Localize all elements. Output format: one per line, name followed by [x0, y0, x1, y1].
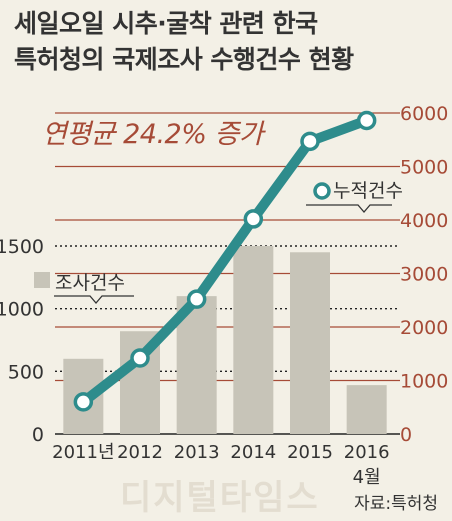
bar-legend-swatch — [34, 272, 50, 288]
growth-annotation: 연평균 24.2% 증가 — [42, 119, 264, 150]
line-point — [130, 348, 150, 368]
right-tick-label: 0 — [400, 424, 412, 446]
chart-title: 세일오일 시추·굴착 관련 한국 특허청의 국제조사 수행건수 현황 — [14, 6, 444, 78]
line-series — [73, 110, 377, 412]
x-tick-label: 2013 — [174, 442, 220, 463]
line-point — [186, 289, 207, 309]
right-tick-label: 6000 — [400, 103, 448, 125]
x-tick-label: 2016 — [344, 442, 390, 463]
source-label: 자료:특허청 — [354, 494, 438, 514]
line-point — [300, 131, 320, 152]
line-legend-marker — [313, 182, 331, 200]
bar — [233, 246, 274, 434]
x-tick-label: 2015 — [287, 442, 333, 463]
bar-legend-label: 조사건수 — [55, 272, 125, 294]
right-tick-label: 3000 — [400, 264, 448, 286]
bar — [290, 252, 330, 434]
line-point — [356, 110, 377, 131]
gridlines — [55, 112, 400, 435]
right-tick-label: 5000 — [400, 157, 448, 179]
x-tick-sublabel: 4월 — [353, 467, 381, 488]
x-tick-label: 2014 — [230, 442, 276, 463]
line-legend-label: 누적건수 — [333, 180, 403, 202]
left-tick-label: 1500 — [0, 236, 44, 258]
left-tick-label: 500 — [8, 361, 44, 383]
bar — [346, 385, 387, 434]
left-axis: 0 500 1000 1500 — [0, 236, 44, 446]
right-tick-label: 4000 — [400, 210, 448, 232]
title-line-1: 세일오일 시추·굴착 관련 한국 — [14, 9, 318, 38]
x-tick-label: 2012 — [117, 442, 163, 463]
line-point — [243, 209, 264, 229]
legends: 조사건수 누적건수 — [34, 180, 403, 304]
right-tick-label: 1000 — [400, 371, 448, 393]
x-tick-label: 2011년 — [52, 442, 114, 463]
right-tick-label: 2000 — [400, 317, 448, 339]
cumulative-line — [78, 115, 372, 407]
line-legend-leader — [306, 204, 392, 213]
x-axis: 2011년 2012 2013 2014 2015 2016 4월 — [52, 442, 389, 488]
left-tick-label: 1000 — [0, 299, 44, 321]
watermark: 디지털타임스 — [120, 478, 320, 518]
right-axis: 0 1000 2000 3000 4000 5000 6000 — [400, 103, 448, 446]
left-tick-label: 0 — [32, 424, 44, 446]
title-line-2: 특허청의 국제조사 수행건수 현황 — [14, 45, 354, 74]
line-point — [73, 392, 94, 412]
bar-legend-leader — [54, 295, 134, 304]
